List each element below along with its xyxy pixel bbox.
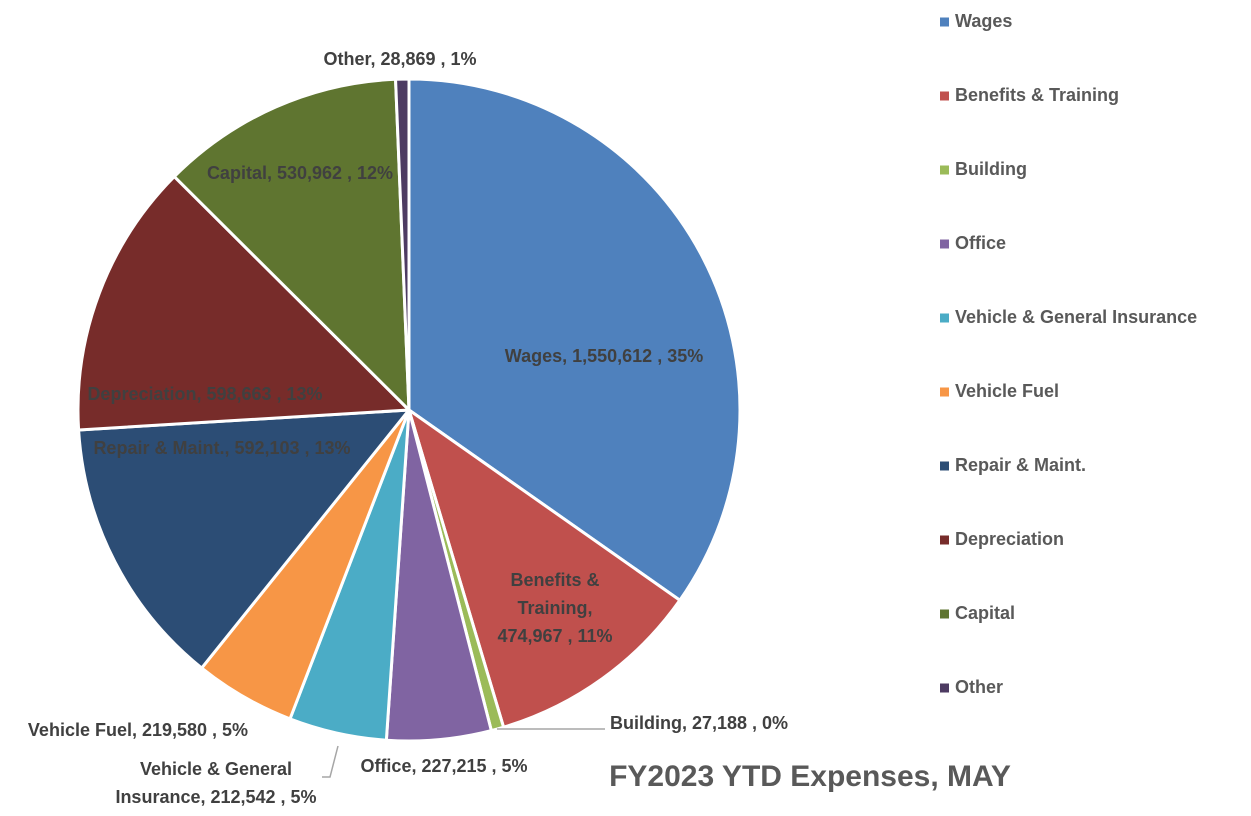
data-label-line: Capital, 530,962 , 12% [207,163,393,183]
legend-label: Other [955,677,1003,697]
data-label-line: Vehicle Fuel, 219,580 , 5% [28,720,248,740]
data-label-line: Other, 28,869 , 1% [323,49,476,69]
pie-slice [172,77,411,412]
legend-label: Building [955,159,1027,179]
legend-swatch [940,17,949,27]
data-label: Building, 27,188 , 0% [610,713,788,733]
data-label: Benefits & Training, 474,967 , 11% [497,570,612,646]
data-label: Vehicle Fuel, 219,580 , 5% [28,720,248,740]
legend-swatch [940,387,949,397]
chart-title: FY2023 YTD Expenses, MAY [609,760,1011,793]
data-label-line: Repair & Maint., 592,103 , 13% [93,438,350,458]
legend-swatch [940,461,949,471]
data-label: Office, 227,215 , 5% [360,756,527,776]
data-label-line: Building, 27,188 , 0% [610,713,788,733]
legend-swatch [940,165,949,175]
data-label-line: Benefits & [510,570,599,590]
data-label: Wages, 1,550,612 , 35% [505,346,703,366]
legend-swatch [940,683,949,693]
legend-label: Capital [955,603,1015,623]
data-label: Capital, 530,962 , 12% [207,163,393,183]
data-label: Depreciation, 598,663 , 13% [87,384,322,404]
pie-slice [407,77,742,602]
data-label-line: 474,967 , 11% [497,626,612,646]
legend-label: Wages [955,11,1012,31]
legend-label: Benefits & Training [955,85,1119,105]
pie-slice [77,408,411,670]
pie-slice [407,408,682,729]
data-label-line: Training, [517,598,592,618]
legend-label: Depreciation [955,529,1064,549]
data-label-line: Insurance, 212,542 , 5% [115,787,316,807]
leader-line [322,745,339,778]
data-label-line: Depreciation, 598,663 , 13% [87,384,322,404]
legend-swatch [940,609,949,619]
legend-swatch [940,535,949,545]
legend-swatch [940,313,949,323]
legend-label: Repair & Maint. [955,455,1086,475]
legend-label: Vehicle & General Insurance [955,307,1197,327]
data-label-line: Wages, 1,550,612 , 35% [505,346,703,366]
legend-label: Office [955,233,1006,253]
pie-slice [394,77,411,412]
data-label-line: Vehicle & General [140,759,292,779]
legend-swatch [940,239,949,249]
data-label-line: Office, 227,215 , 5% [360,756,527,776]
legend-label: Vehicle Fuel [955,381,1059,401]
data-label: Repair & Maint., 592,103 , 13% [93,438,350,458]
data-label: Vehicle & General Insurance, 212,542 , 5% [115,759,316,807]
legend-swatch [940,91,949,101]
pie-slice [76,175,411,432]
data-label: Other, 28,869 , 1% [323,49,476,69]
